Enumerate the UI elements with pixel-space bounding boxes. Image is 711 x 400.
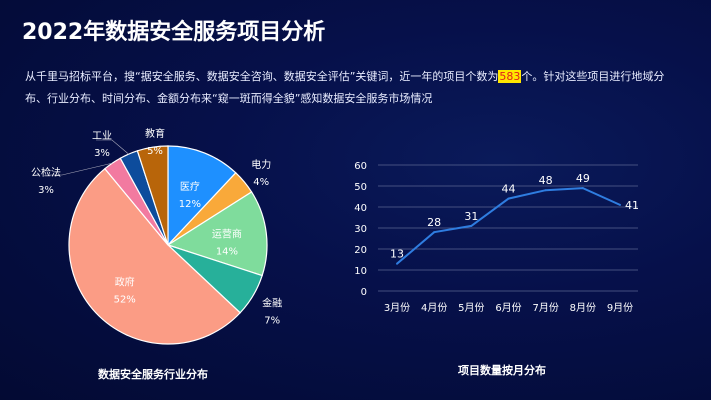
y-tick-label: 40 xyxy=(354,203,367,214)
x-tick-label: 6月份 xyxy=(495,302,521,314)
pie-leader-line xyxy=(96,139,129,155)
page-title: 2022年数据安全服务项目分析 xyxy=(22,20,326,45)
pie-label: 运营商 xyxy=(212,228,242,241)
x-tick-label: 4月份 xyxy=(421,302,447,314)
x-tick-label: 3月份 xyxy=(384,302,410,314)
pie-label: 电力 xyxy=(251,158,271,171)
data-label: 44 xyxy=(502,183,516,196)
description: 从千里马招标平台，搜“据安全服务、数据安全咨询、数据安全评估”关键词，近一年的项… xyxy=(25,66,685,110)
line-point xyxy=(396,262,398,265)
pie-percent-label: 7% xyxy=(264,316,280,327)
pie-percent-label: 12% xyxy=(179,199,201,210)
y-tick-label: 20 xyxy=(354,245,367,256)
y-tick-label: 30 xyxy=(354,224,367,235)
y-tick-label: 0 xyxy=(361,287,367,298)
data-label: 13 xyxy=(390,248,404,261)
data-label: 49 xyxy=(576,172,590,185)
data-label: 28 xyxy=(427,216,441,229)
y-tick-label: 50 xyxy=(354,182,367,193)
data-label: 41 xyxy=(625,199,639,212)
pie-percent-label: 52% xyxy=(114,295,136,306)
pie-slice-7 xyxy=(136,145,169,246)
pie-percent-label: 3% xyxy=(94,148,110,159)
pie-label: 工业 xyxy=(92,130,112,142)
pie-label: 医疗 xyxy=(180,180,200,193)
pie-percent-label: 14% xyxy=(216,247,238,258)
pie-label: 公检法 xyxy=(31,166,61,179)
pie-leader-line xyxy=(48,162,113,176)
line-point xyxy=(619,203,621,206)
pie-percent-label: 5% xyxy=(147,146,163,157)
pie-percent-label: 3% xyxy=(38,185,54,196)
pie-slice-2 xyxy=(166,191,268,277)
x-tick-label: 9月份 xyxy=(607,302,633,314)
pie-percent-label: 4% xyxy=(253,177,269,188)
pie-label: 金融 xyxy=(262,297,282,310)
pie-label: 教育 xyxy=(145,127,165,140)
line-point xyxy=(433,231,436,234)
data-label: 48 xyxy=(539,174,553,187)
line-point xyxy=(507,197,510,200)
pie-slice-4 xyxy=(68,167,242,345)
line-point xyxy=(470,224,473,227)
x-tick-label: 5月份 xyxy=(458,302,484,314)
y-tick-label: 10 xyxy=(354,266,367,277)
project-count-highlight: 583 xyxy=(498,70,522,83)
x-tick-label: 8月份 xyxy=(570,302,596,314)
x-tick-label: 7月份 xyxy=(532,302,558,314)
pie-chart-title: 数据安全服务行业分布 xyxy=(98,368,208,381)
pie-slice-0 xyxy=(167,145,237,247)
y-tick-label: 60 xyxy=(354,161,367,172)
description-text-end: 个。针对这些项目进行地域分布、行业分布、时间分布、金额分布来“窥一斑而得全貌”感… xyxy=(25,70,665,105)
description-text: 从千里马招标平台，搜“据安全服务、数据安全咨询、数据安全评估”关键词，近一年的项… xyxy=(25,70,499,83)
line-point xyxy=(544,189,547,192)
line-point xyxy=(581,187,584,190)
line-chart-title: 项目数量按月分布 xyxy=(458,364,546,377)
pie-label: 政府 xyxy=(115,276,135,289)
data-label: 31 xyxy=(464,210,478,223)
